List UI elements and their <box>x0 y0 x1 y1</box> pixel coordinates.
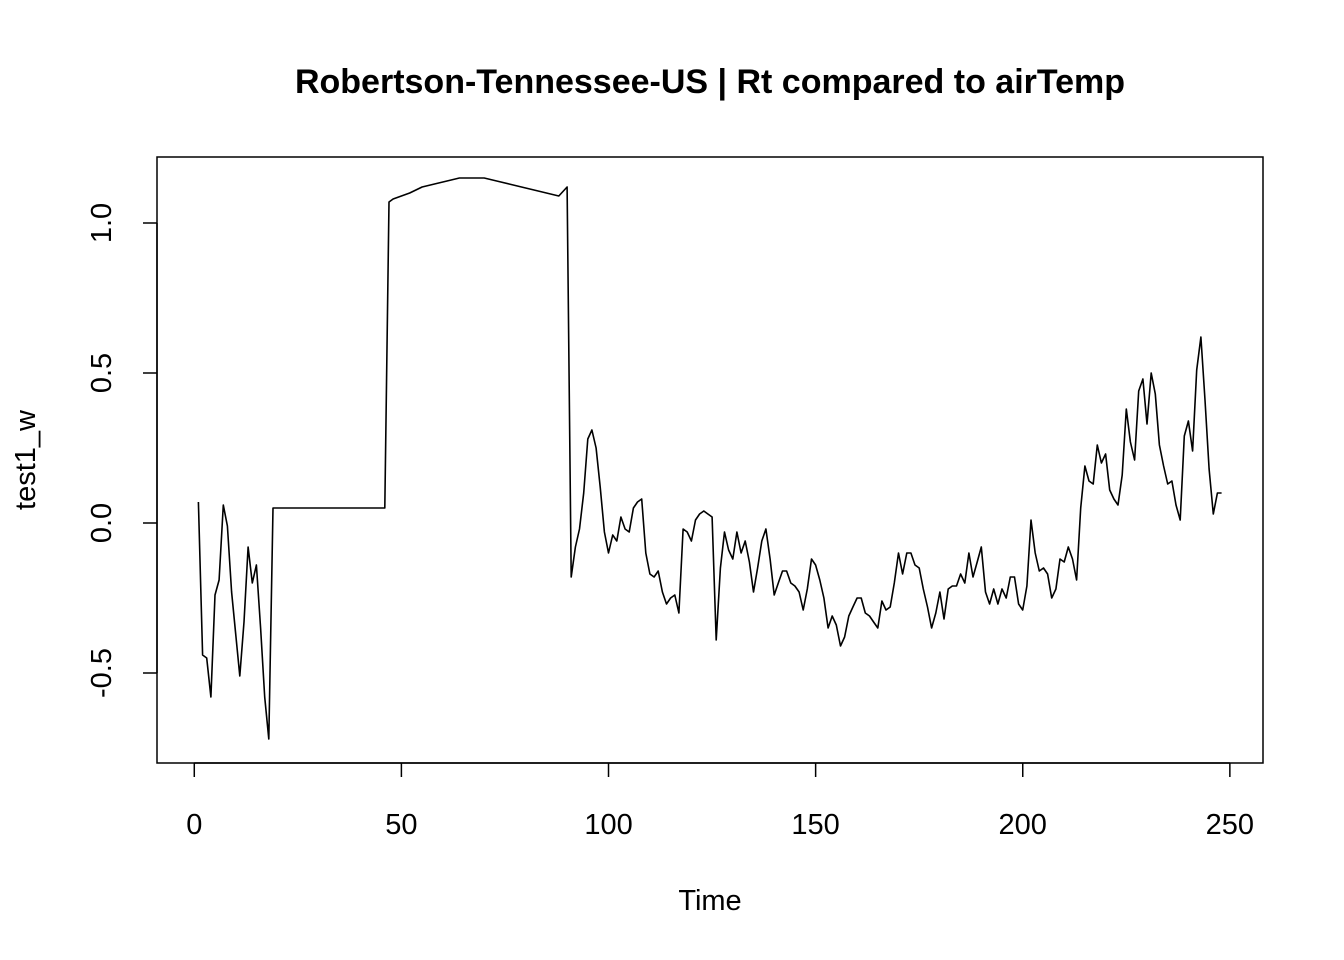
x-axis-label: Time <box>678 885 741 917</box>
x-tick-label: 200 <box>999 809 1047 841</box>
series-layer <box>197 177 1222 740</box>
x-tick-label: 250 <box>1206 809 1254 841</box>
series-line <box>197 177 1222 740</box>
x-axis: 0 50 100 150 200 250 <box>186 762 1254 841</box>
x-tick-label: 50 <box>385 809 417 841</box>
y-tick-label: 0.5 <box>86 353 118 393</box>
chart-title: Robertson-Tennessee-US | Rt compared to … <box>295 63 1125 101</box>
y-tick-label: 1.0 <box>86 203 118 243</box>
x-tick-label: 150 <box>791 809 839 841</box>
plot-frame <box>156 156 1264 764</box>
y-tick-label: -0.5 <box>86 648 118 698</box>
x-tick-label: 0 <box>186 809 202 841</box>
y-axis-label: test1_w <box>10 409 42 510</box>
x-tick-label: 100 <box>584 809 632 841</box>
y-axis: -0.5 0.0 0.5 1.0 <box>86 203 158 698</box>
y-tick-label: 0.0 <box>86 503 118 543</box>
